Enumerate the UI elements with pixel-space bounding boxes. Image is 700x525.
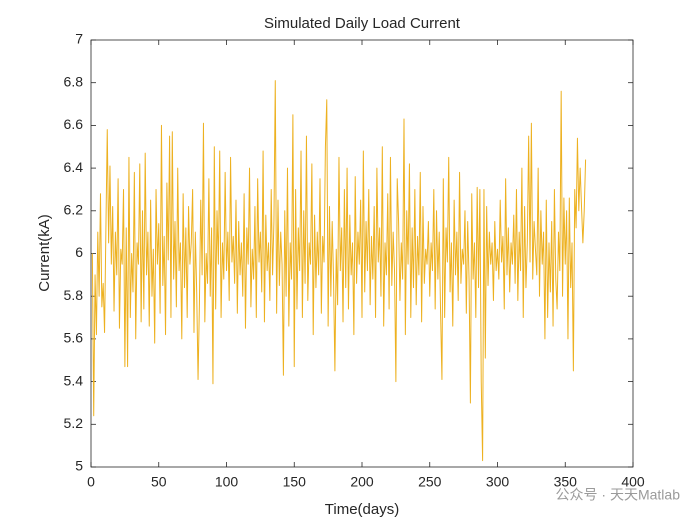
chart-title: Simulated Daily Load Current: [264, 15, 461, 32]
y-tick-label: 5.6: [64, 330, 84, 346]
y-tick-label: 5.8: [64, 287, 84, 303]
y-tick-label: 6.6: [64, 116, 84, 132]
y-tick-label: 5.4: [64, 372, 84, 388]
x-tick-label: 400: [621, 474, 645, 490]
x-tick-label: 0: [87, 474, 95, 490]
y-axis-label: Current(kA): [36, 214, 53, 292]
x-tick-label: 100: [215, 474, 239, 490]
y-tick-label: 6.2: [64, 202, 84, 218]
x-tick-label: 150: [283, 474, 307, 490]
x-tick-label: 250: [418, 474, 442, 490]
y-tick-label: 6.8: [64, 73, 84, 89]
watermark: 公众号 · 天天Matlab: [556, 487, 681, 503]
x-tick-label: 350: [554, 474, 578, 490]
x-axis-label: Time(days): [325, 501, 399, 518]
y-tick-label: 5: [75, 458, 83, 474]
data-line: [91, 80, 587, 462]
y-tick-label: 5.2: [64, 415, 84, 431]
x-tick-label: 50: [151, 474, 167, 490]
y-tick-label: 6: [75, 244, 83, 260]
y-tick-label: 7: [75, 31, 83, 47]
x-tick-label: 200: [350, 474, 374, 490]
y-tick-label: 6.4: [64, 159, 84, 175]
x-tick-label: 300: [486, 474, 510, 490]
